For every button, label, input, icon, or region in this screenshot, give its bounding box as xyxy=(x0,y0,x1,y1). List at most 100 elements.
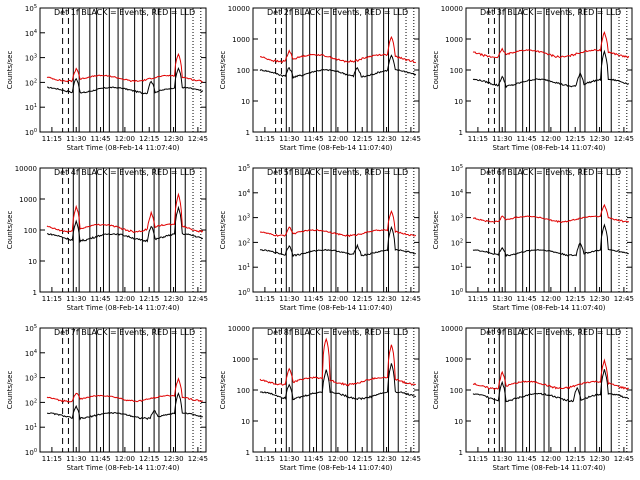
x-tick-label: 12:00 xyxy=(328,135,348,143)
x-tick-label: 12:15 xyxy=(352,455,372,463)
y-tick-label: 101 xyxy=(25,103,37,112)
y-axis-label: Counts/sec xyxy=(219,211,227,250)
y-tick-label: 103 xyxy=(25,54,37,63)
x-tick-label: 12:45 xyxy=(614,135,634,143)
x-tick-label: 12:00 xyxy=(541,455,561,463)
y-tick-label: 104 xyxy=(25,29,37,38)
y-axis-label: Counts/sec xyxy=(432,211,440,250)
y-tick-label: 100 xyxy=(450,387,463,395)
x-tick-label: 12:15 xyxy=(565,455,585,463)
x-tick-label: 11:30 xyxy=(492,295,512,303)
detector-panel: Det 9f BLACK = Events, RED = LLD 1 10 100 10… xyxy=(432,325,634,472)
y-tick-label: 102 xyxy=(238,238,250,247)
x-tick-label: 11:15 xyxy=(42,455,62,463)
x-tick-label: 11:15 xyxy=(255,295,275,303)
x-tick-label: 11:30 xyxy=(66,455,86,463)
y-tick-label: 100 xyxy=(237,67,250,75)
x-tick-label: 12:30 xyxy=(163,135,183,143)
x-tick-label: 12:30 xyxy=(376,135,396,143)
x-tick-label: 11:45 xyxy=(90,455,110,463)
y-tick-label: 104 xyxy=(451,189,463,198)
y-tick-label: 10000 xyxy=(228,325,250,333)
y-tick-label: 10 xyxy=(454,98,463,106)
x-tick-label: 12:00 xyxy=(115,135,135,143)
y-tick-label: 103 xyxy=(451,214,463,223)
x-axis-label: Start Time (08-Feb-14 11:07:40) xyxy=(66,304,179,312)
x-tick-label: 11:15 xyxy=(255,455,275,463)
x-tick-label: 12:15 xyxy=(139,455,159,463)
y-tick-label: 100 xyxy=(451,288,463,297)
y-tick-label: 10000 xyxy=(441,5,463,13)
x-tick-label: 12:00 xyxy=(115,295,135,303)
y-tick-label: 1000 xyxy=(232,36,250,44)
y-tick-label: 10 xyxy=(241,418,250,426)
x-tick-label: 12:15 xyxy=(352,295,372,303)
detector-panel: Det 1f BLACK = Events, RED = LLD 100 101 10… xyxy=(6,4,208,152)
lld-series-line xyxy=(472,358,629,391)
panel-title: Det 7f BLACK = Events, RED = LLD xyxy=(54,328,195,337)
x-tick-label: 12:00 xyxy=(541,135,561,143)
x-axis-label: Start Time (08-Feb-14 11:07:40) xyxy=(492,304,605,312)
y-axis-label: Counts/sec xyxy=(432,51,440,90)
events-series-line xyxy=(472,49,630,89)
x-tick-label: 12:30 xyxy=(589,135,609,143)
x-tick-label: 12:30 xyxy=(376,455,396,463)
y-tick-label: 105 xyxy=(451,164,463,173)
lld-series-line xyxy=(472,31,630,59)
x-tick-label: 12:45 xyxy=(614,455,634,463)
y-tick-label: 101 xyxy=(25,423,37,432)
y-tick-label: 1 xyxy=(459,449,463,457)
x-tick-label: 12:45 xyxy=(188,455,208,463)
events-series-line xyxy=(259,363,417,401)
y-tick-label: 1 xyxy=(33,289,37,297)
lld-series-line xyxy=(46,192,204,233)
y-tick-label: 102 xyxy=(25,78,37,87)
x-tick-label: 11:15 xyxy=(468,295,488,303)
detector-panel: Det 4f BLACK = Events, RED = LLD 1 10 100 10… xyxy=(6,165,208,312)
x-axis-label: Start Time (08-Feb-14 11:07:40) xyxy=(66,144,179,152)
lld-series-line xyxy=(46,52,203,83)
y-axis-label: Counts/sec xyxy=(432,371,440,410)
panel-title: Det 8f BLACK = Events, RED = LLD xyxy=(267,328,408,337)
x-tick-label: 12:45 xyxy=(401,135,421,143)
x-tick-label: 11:45 xyxy=(90,135,110,143)
x-tick-label: 11:15 xyxy=(468,455,488,463)
y-tick-label: 103 xyxy=(238,214,250,223)
y-tick-label: 10 xyxy=(454,418,463,426)
panel-title: Det 6f BLACK = Events, RED = LLD xyxy=(480,168,621,177)
x-axis-label: Start Time (08-Feb-14 11:07:40) xyxy=(279,464,392,472)
y-tick-label: 1000 xyxy=(445,36,463,44)
events-series-line xyxy=(259,225,416,258)
x-tick-label: 12:45 xyxy=(188,135,208,143)
x-axis-label: Start Time (08-Feb-14 11:07:40) xyxy=(279,304,392,312)
y-tick-label: 1000 xyxy=(232,356,250,364)
x-tick-label: 12:30 xyxy=(589,295,609,303)
y-tick-label: 100 xyxy=(25,128,37,137)
detector-panel: Det 5f BLACK = Events, RED = LLD 100 101 10… xyxy=(219,164,421,312)
y-tick-label: 1 xyxy=(246,449,250,457)
x-tick-label: 12:15 xyxy=(139,295,159,303)
y-tick-label: 10 xyxy=(241,98,250,106)
y-tick-label: 105 xyxy=(25,324,37,333)
lld-series-line xyxy=(259,35,416,64)
y-tick-label: 105 xyxy=(238,164,250,173)
y-tick-label: 1 xyxy=(459,129,463,137)
x-tick-label: 11:30 xyxy=(279,135,299,143)
events-series-line xyxy=(472,223,629,258)
x-tick-label: 11:30 xyxy=(492,135,512,143)
detector-panel: Det 6f BLACK = Events, RED = LLD 100 101 10… xyxy=(432,164,634,312)
x-tick-label: 11:30 xyxy=(279,295,299,303)
y-tick-label: 104 xyxy=(25,349,37,358)
panel-title: Det 1f BLACK = Events, RED = LLD xyxy=(54,8,195,17)
y-axis-label: Counts/sec xyxy=(6,371,14,410)
panel-title: Det 5f BLACK = Events, RED = LLD xyxy=(267,168,408,177)
y-tick-label: 1 xyxy=(246,129,250,137)
y-tick-label: 1000 xyxy=(445,356,463,364)
x-tick-label: 11:45 xyxy=(90,295,110,303)
detector-panel: Det 8f BLACK = Events, RED = LLD 1 10 100 10… xyxy=(219,325,421,472)
x-tick-label: 12:30 xyxy=(589,455,609,463)
x-tick-label: 11:30 xyxy=(492,455,512,463)
x-tick-label: 11:45 xyxy=(303,455,323,463)
events-series-line xyxy=(47,391,203,421)
